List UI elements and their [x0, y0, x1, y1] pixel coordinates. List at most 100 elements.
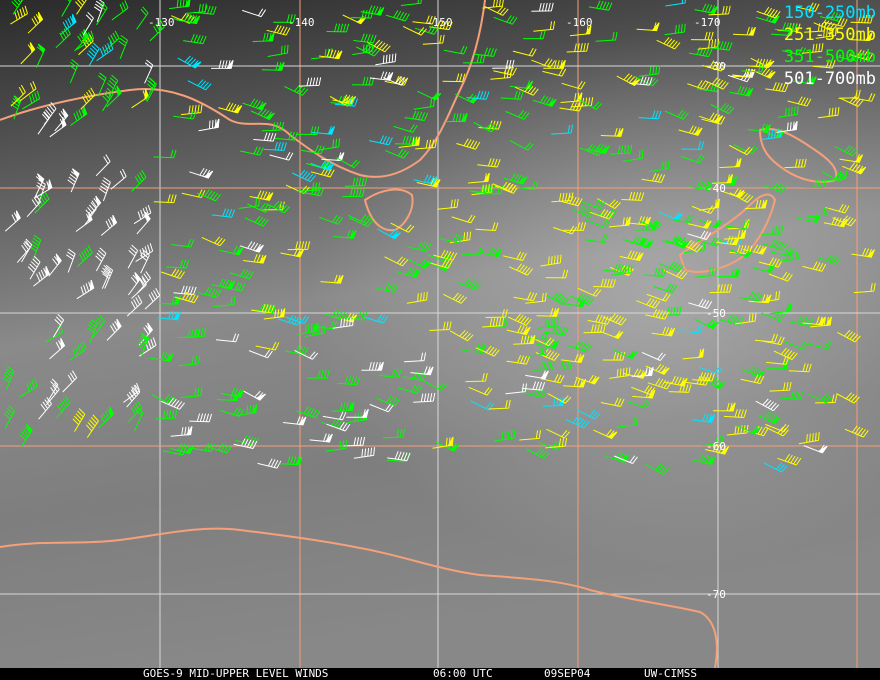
- wind-barb: [443, 45, 468, 55]
- wind-barb: [691, 453, 716, 465]
- wind-barb: [698, 198, 720, 211]
- wind-barb: [853, 282, 876, 294]
- wind-barb: [638, 219, 663, 230]
- wind-barb: [311, 125, 335, 135]
- wind-barb: [663, 269, 688, 280]
- wind-barb: [333, 229, 357, 239]
- wind-barb: [404, 110, 429, 121]
- wind-barb: [261, 61, 285, 71]
- wind-barb: [382, 428, 406, 439]
- wind-barb: [784, 158, 807, 169]
- wind-barb: [443, 292, 467, 304]
- antarctica-coast: [0, 527, 718, 668]
- wind-barb: [576, 409, 601, 420]
- wind-barb: [709, 40, 733, 51]
- wind-barb: [585, 143, 610, 154]
- wind-barb: [207, 443, 232, 454]
- wind-barb: [126, 295, 143, 317]
- wind-barb: [10, 5, 28, 25]
- wind-barb: [815, 27, 837, 39]
- wind-barb: [243, 254, 267, 264]
- wind-barb: [176, 13, 201, 25]
- wind-barb: [2, 365, 15, 390]
- wind-barb: [219, 245, 244, 256]
- caption-bar: GOES-9 MID-UPPER LEVEL WINDS 06:00 UTC 0…: [0, 668, 880, 680]
- wind-barb: [432, 436, 454, 449]
- wind-barb: [127, 244, 139, 269]
- wind-barb: [849, 49, 874, 61]
- wind-barb: [345, 177, 368, 187]
- wind-barb: [742, 244, 767, 255]
- wind-barb: [329, 95, 354, 107]
- wind-barb: [839, 154, 863, 163]
- wind-barb: [468, 386, 493, 396]
- wind-barb: [513, 335, 536, 345]
- wind-barb: [86, 318, 98, 343]
- wind-barb: [445, 112, 468, 123]
- wind-barb: [738, 291, 763, 302]
- wind-barb: [111, 0, 129, 21]
- wind-barb: [393, 124, 418, 133]
- wind-barb: [34, 173, 45, 198]
- wind-barb: [769, 303, 792, 314]
- wind-barb: [324, 309, 349, 321]
- wind-barb: [466, 90, 490, 100]
- wind-barb: [540, 374, 565, 384]
- wind-barb: [537, 317, 559, 329]
- wind-barb: [773, 347, 798, 361]
- wind-barb: [816, 253, 841, 265]
- wind-barb: [681, 141, 705, 150]
- wind-barb: [78, 33, 94, 56]
- wind-barb: [542, 67, 567, 77]
- wind-barb: [239, 241, 264, 253]
- observation-date: 09SEP04: [544, 667, 591, 680]
- wind-barb: [727, 219, 750, 230]
- wind-barb: [110, 168, 127, 190]
- wind-barb: [193, 5, 217, 15]
- wind-barb: [267, 44, 289, 57]
- wind-barb: [153, 194, 177, 204]
- wind-barb: [61, 0, 73, 17]
- wind-barb: [747, 123, 771, 133]
- wind-barb: [560, 92, 583, 103]
- wind-barb: [384, 256, 409, 267]
- wind-barb: [823, 17, 848, 28]
- wind-barb: [107, 74, 119, 99]
- legend-item-150-250: 150-250mb: [783, 3, 876, 23]
- wind-barb: [383, 76, 407, 86]
- wind-barb: [793, 75, 817, 85]
- wind-barb: [136, 6, 149, 30]
- wind-barb: [616, 416, 638, 428]
- wind-barb: [196, 189, 221, 202]
- wind-barb: [400, 0, 423, 6]
- wind-barb: [297, 322, 319, 335]
- wind-barb: [422, 34, 445, 45]
- wind-barb: [535, 348, 560, 361]
- wind-barb: [342, 436, 366, 447]
- wind-barb: [531, 2, 554, 12]
- australia-coast: [0, 0, 486, 178]
- wind-barb: [456, 138, 481, 150]
- wind-barb: [131, 170, 147, 192]
- wind-barb: [150, 351, 174, 362]
- wind-barb: [776, 121, 798, 133]
- wind-barb: [515, 181, 539, 191]
- wind-barb: [631, 366, 654, 377]
- wind-barb: [688, 180, 713, 191]
- wind-barb: [415, 139, 438, 150]
- wind-barb: [837, 329, 861, 343]
- wind-barb: [76, 30, 95, 50]
- wind-barb: [696, 82, 721, 93]
- wind-barb: [322, 411, 347, 421]
- wind-barb: [173, 110, 197, 120]
- new-zealand-south-coast: [678, 193, 777, 273]
- wind-barb: [101, 87, 114, 112]
- wind-barb: [659, 306, 682, 317]
- wind-barb: [84, 202, 97, 226]
- wind-barb: [543, 59, 566, 69]
- wind-barb: [377, 228, 401, 240]
- wind-barb: [135, 243, 154, 263]
- wind-barb: [762, 181, 787, 193]
